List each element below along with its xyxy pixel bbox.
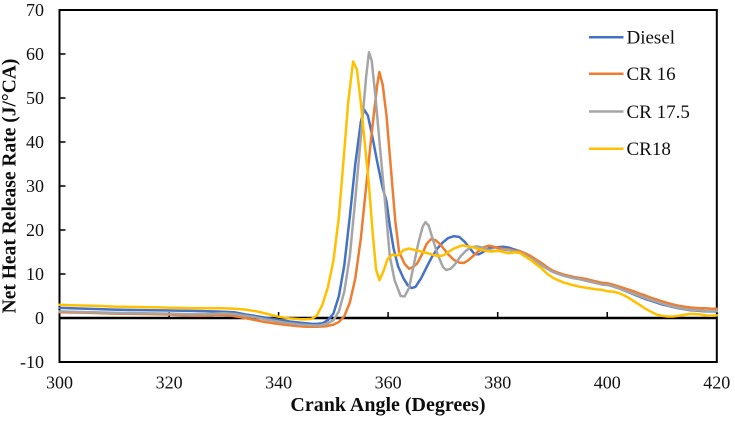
svg-text:CR18: CR18 xyxy=(627,139,671,160)
svg-text:70: 70 xyxy=(26,0,44,20)
svg-text:50: 50 xyxy=(26,88,44,108)
svg-text:Diesel: Diesel xyxy=(627,28,676,49)
svg-text:CR 17.5: CR 17.5 xyxy=(627,102,690,123)
svg-text:0: 0 xyxy=(35,308,44,328)
svg-text:60: 60 xyxy=(26,44,44,64)
svg-text:360: 360 xyxy=(375,373,402,393)
svg-text:400: 400 xyxy=(594,373,621,393)
svg-text:320: 320 xyxy=(156,373,183,393)
svg-text:10: 10 xyxy=(26,264,44,284)
svg-text:-10: -10 xyxy=(20,352,44,372)
svg-text:Net Heat Release Rate (J/°CA): Net Heat Release Rate (J/°CA) xyxy=(0,59,20,314)
svg-text:Crank Angle (Degrees): Crank Angle (Degrees) xyxy=(290,394,485,416)
svg-text:420: 420 xyxy=(703,373,730,393)
svg-text:300: 300 xyxy=(46,373,73,393)
svg-text:CR 16: CR 16 xyxy=(627,64,676,85)
svg-text:340: 340 xyxy=(265,373,292,393)
svg-text:30: 30 xyxy=(26,176,44,196)
svg-text:20: 20 xyxy=(26,220,44,240)
svg-text:40: 40 xyxy=(26,132,44,152)
svg-text:380: 380 xyxy=(484,373,511,393)
